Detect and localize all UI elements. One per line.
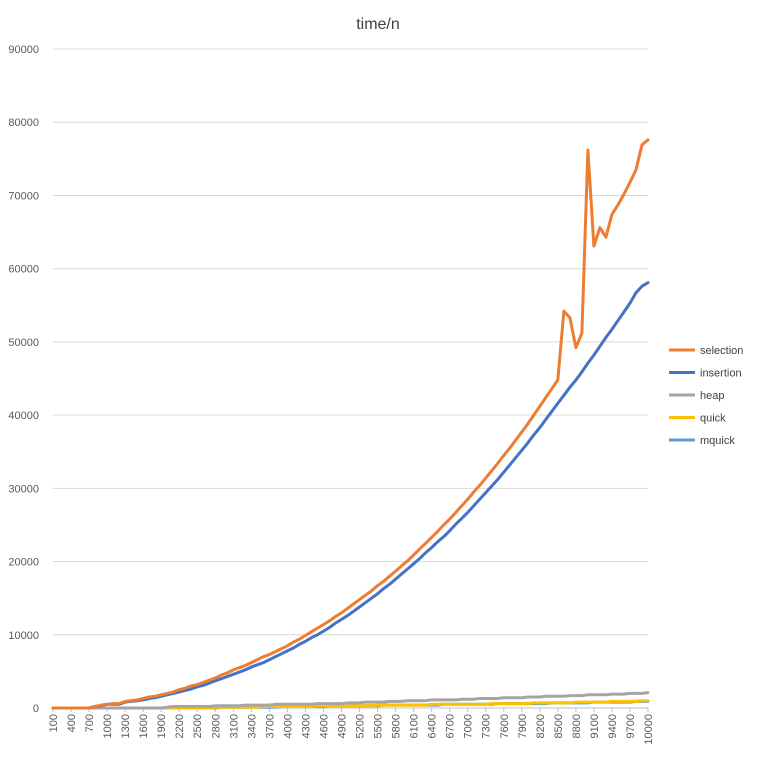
x-tick-label: 9100 bbox=[589, 714, 601, 738]
x-tick-label: 6400 bbox=[427, 714, 439, 738]
x-tick-label: 4300 bbox=[300, 714, 312, 738]
y-tick-label: 30000 bbox=[8, 483, 39, 495]
x-tick-label: 2500 bbox=[192, 714, 204, 738]
x-tick-label: 6700 bbox=[445, 714, 457, 738]
y-tick-label: 0 bbox=[33, 703, 39, 715]
x-tick-label: 1300 bbox=[120, 714, 132, 738]
x-tick-label: 2800 bbox=[210, 714, 222, 738]
x-tick-label: 1600 bbox=[138, 714, 150, 738]
legend-label-mquick: mquick bbox=[700, 435, 735, 447]
x-tick-label: 7900 bbox=[517, 714, 529, 738]
x-tick-label: 2200 bbox=[174, 714, 186, 738]
x-tick-label: 700 bbox=[84, 714, 96, 732]
x-tick-label: 3400 bbox=[246, 714, 258, 738]
x-tick-label: 5500 bbox=[373, 714, 385, 738]
legend-label-heap: heap bbox=[700, 390, 724, 402]
x-tick-label: 7300 bbox=[481, 714, 493, 738]
x-tick-label: 400 bbox=[66, 714, 78, 732]
gridlines bbox=[53, 48, 648, 709]
x-tick-label: 1900 bbox=[156, 714, 168, 738]
legend: selection insertion heap quick mquick bbox=[669, 345, 743, 447]
x-tick-label: 8500 bbox=[553, 714, 565, 738]
legend-label-quick: quick bbox=[700, 413, 726, 425]
x-tick-label: 9400 bbox=[607, 714, 619, 738]
x-axis-ticks: 100 400 700 1000 1300 1600 1900 2200 2500 2800 310… bbox=[48, 708, 655, 745]
x-tick-label: 3700 bbox=[264, 714, 276, 738]
y-tick-label: 20000 bbox=[8, 557, 39, 569]
series-line-selection bbox=[51, 138, 650, 710]
y-tick-label: 80000 bbox=[8, 117, 39, 129]
x-tick-label: 4000 bbox=[282, 714, 294, 738]
x-tick-label: 10000 bbox=[643, 714, 655, 745]
y-tick-label: 50000 bbox=[8, 337, 39, 349]
x-tick-label: 9700 bbox=[625, 714, 637, 738]
x-tick-label: 8200 bbox=[535, 714, 547, 738]
x-tick-label: 8800 bbox=[571, 714, 583, 738]
y-tick-label: 10000 bbox=[8, 630, 39, 642]
y-tick-label: 70000 bbox=[8, 190, 39, 202]
legend-label-selection: selection bbox=[700, 345, 743, 357]
x-tick-label: 4900 bbox=[336, 714, 348, 738]
y-tick-label: 90000 bbox=[8, 44, 39, 56]
series-lines bbox=[51, 138, 650, 710]
x-tick-label: 5200 bbox=[355, 714, 367, 738]
chart-title: time/n bbox=[356, 16, 400, 33]
x-tick-label: 7600 bbox=[499, 714, 511, 738]
y-tick-label: 40000 bbox=[8, 410, 39, 422]
series-line-heap bbox=[51, 691, 650, 710]
x-tick-label: 7000 bbox=[463, 714, 475, 738]
x-tick-label: 5800 bbox=[391, 714, 403, 738]
x-tick-label: 3100 bbox=[228, 714, 240, 738]
legend-label-insertion: insertion bbox=[700, 368, 742, 380]
x-tick-label: 1000 bbox=[102, 714, 114, 738]
x-tick-label: 4600 bbox=[318, 714, 330, 738]
x-tick-label: 6100 bbox=[409, 714, 421, 738]
y-axis-ticks: 0 10000 20000 30000 40000 50000 60000 70000 8000… bbox=[8, 44, 39, 715]
y-tick-label: 60000 bbox=[8, 264, 39, 276]
x-tick-label: 100 bbox=[48, 714, 60, 732]
